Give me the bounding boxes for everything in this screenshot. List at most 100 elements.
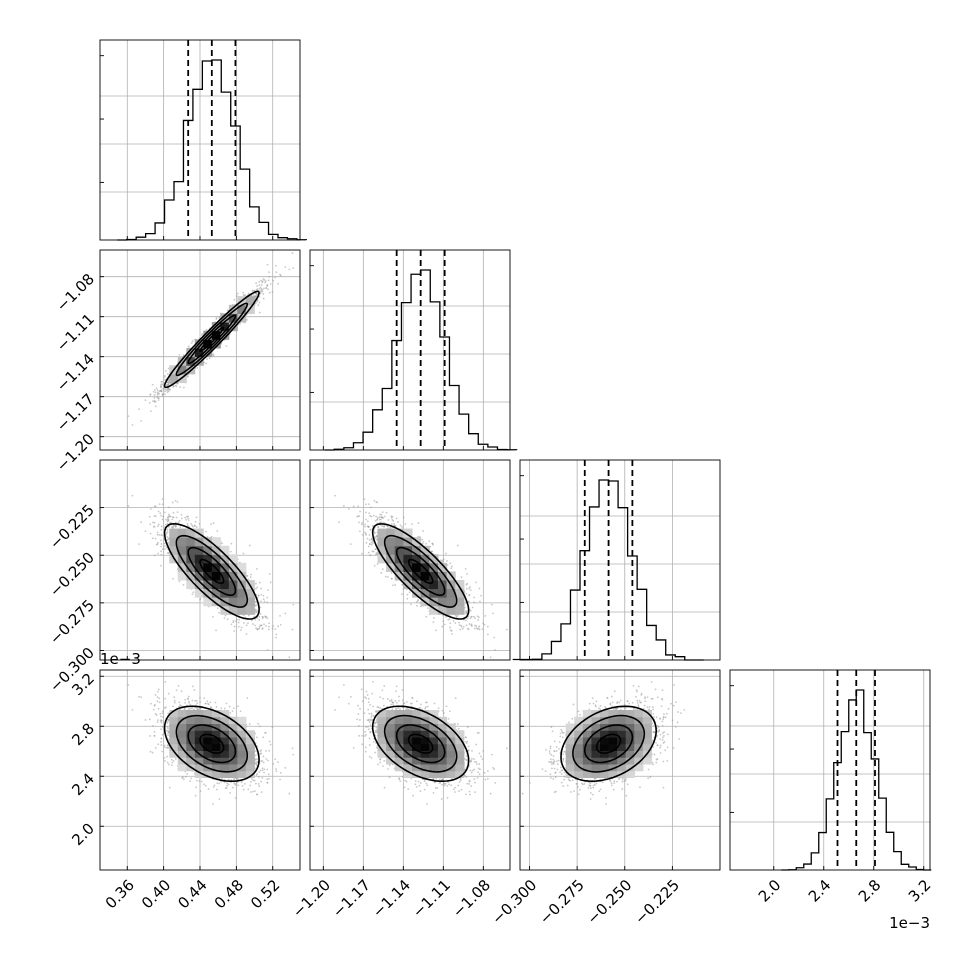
sample-point <box>157 510 160 513</box>
sample-point <box>240 626 243 629</box>
sample-point <box>158 390 161 393</box>
sample-point <box>265 624 267 627</box>
sample-point <box>156 396 159 399</box>
sample-point <box>264 281 266 284</box>
sample-point <box>444 616 447 618</box>
sample-point <box>164 523 167 526</box>
sample-point <box>162 515 164 518</box>
sample-point <box>153 521 156 524</box>
sample-point <box>167 387 170 390</box>
sample-point <box>255 582 257 585</box>
sample-point <box>242 291 245 294</box>
sample-point <box>256 628 259 631</box>
sample-point <box>224 614 227 617</box>
sample-point <box>149 508 152 510</box>
sample-point <box>160 514 162 517</box>
sample-point <box>279 274 282 277</box>
sample-point <box>152 390 155 393</box>
sample-point <box>271 291 274 294</box>
sample-point <box>236 618 238 621</box>
sample-point <box>160 553 163 556</box>
sample-point <box>174 499 177 502</box>
sample-point <box>156 394 159 396</box>
sample-point <box>435 629 437 632</box>
sample-point <box>216 530 219 532</box>
sample-point <box>261 628 264 631</box>
sample-point <box>260 600 263 603</box>
sample-point <box>242 622 245 624</box>
sample-point <box>261 290 264 293</box>
sample-point <box>255 282 258 285</box>
sample-point <box>235 620 238 623</box>
sample-point <box>212 522 215 524</box>
sample-point <box>160 380 163 383</box>
sample-point <box>169 388 172 391</box>
sample-point <box>233 630 236 632</box>
sample-point <box>242 552 245 555</box>
sample-point <box>194 521 197 523</box>
sample-point <box>262 297 265 300</box>
sample-point <box>167 382 170 385</box>
sample-point <box>187 345 190 348</box>
sample-point <box>275 271 278 274</box>
sample-point <box>153 393 156 396</box>
sample-point <box>225 345 228 347</box>
sample-point <box>268 573 271 575</box>
sample-point <box>253 289 256 292</box>
sample-point <box>262 594 265 597</box>
sample-point <box>258 625 261 628</box>
sample-point <box>218 316 221 318</box>
sample-point <box>256 586 259 589</box>
sample-point <box>167 367 170 370</box>
sample-point <box>268 275 271 278</box>
sample-point <box>263 600 266 603</box>
sample-point <box>171 501 174 504</box>
sample-point <box>215 629 217 632</box>
sample-point <box>473 596 476 599</box>
sample-point <box>274 628 277 631</box>
sample-point <box>258 615 261 618</box>
sample-point <box>187 517 189 520</box>
sample-point <box>161 548 164 551</box>
sample-point <box>238 618 241 621</box>
sample-point <box>205 530 207 533</box>
sample-point <box>154 505 157 508</box>
sample-point <box>258 311 261 314</box>
sample-point <box>262 598 265 601</box>
sample-point <box>279 614 281 617</box>
sample-point <box>442 558 445 561</box>
sample-point <box>176 511 179 514</box>
sample-point <box>260 593 263 596</box>
sample-point <box>182 584 185 586</box>
sample-point <box>149 393 152 396</box>
sample-point <box>266 284 269 286</box>
sample-point <box>259 613 262 615</box>
sample-point <box>166 373 169 375</box>
scatter-panel-1-0-grid <box>100 250 300 450</box>
sample-point <box>267 628 270 631</box>
sample-point <box>168 513 170 516</box>
sample-point <box>272 625 275 628</box>
sample-point <box>171 518 174 521</box>
sample-point <box>256 285 258 287</box>
sample-point <box>164 370 167 373</box>
sample-point <box>168 506 170 509</box>
sample-point <box>148 402 151 404</box>
sample-point <box>157 523 160 526</box>
sample-point <box>406 597 409 600</box>
sample-point <box>268 271 270 274</box>
sample-point <box>176 501 179 503</box>
sample-point <box>198 523 201 525</box>
sample-point <box>157 397 160 400</box>
sample-point <box>284 266 287 268</box>
sample-point <box>167 516 170 519</box>
sample-point <box>164 390 166 393</box>
sample-point <box>272 279 275 282</box>
sample-point <box>408 591 411 594</box>
sample-point <box>258 301 261 304</box>
sample-point <box>268 622 271 625</box>
sample-point <box>252 289 254 292</box>
sample-point <box>153 388 156 391</box>
sample-point <box>140 420 143 422</box>
sample-point <box>230 542 233 545</box>
